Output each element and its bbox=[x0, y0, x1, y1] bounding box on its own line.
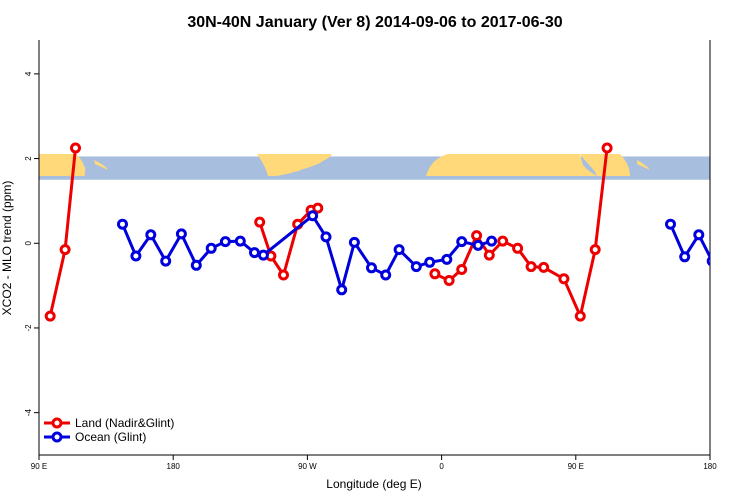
map-land-north-america bbox=[257, 154, 332, 176]
series-0-point-2-8 bbox=[538, 261, 550, 273]
legend-ocean-marker bbox=[51, 431, 63, 443]
series-1-point-1-2 bbox=[693, 229, 705, 241]
series-0-point-2-1 bbox=[443, 275, 455, 286]
series-1-point-0-14 bbox=[348, 236, 360, 248]
x-tick-label-4: 90 E bbox=[568, 462, 584, 471]
series-0-point-2-12 bbox=[601, 142, 613, 154]
x-tick-label-0: 90 E bbox=[31, 462, 47, 471]
series-1-point-0-21 bbox=[456, 236, 468, 248]
series-0-point-2-3 bbox=[471, 230, 483, 242]
x-ticks: 90 E 180 90 W 0 90 E 180 bbox=[31, 455, 717, 471]
series-1-point-0-10 bbox=[257, 249, 269, 261]
series-0-point-2-2 bbox=[456, 264, 468, 275]
y-tick-label-3: 2 bbox=[24, 156, 33, 161]
series-0-point-2-4 bbox=[483, 249, 495, 261]
series-0-point-0-1 bbox=[59, 244, 71, 256]
series-1-point-0-16 bbox=[380, 269, 392, 281]
map-land-japan-east bbox=[637, 160, 650, 170]
series-0-point-0-0 bbox=[44, 310, 56, 322]
series-1-point-0-2 bbox=[145, 229, 157, 241]
x-axis-label: Longitude (deg E) bbox=[326, 477, 421, 491]
series-0-point-2-5 bbox=[497, 235, 509, 247]
series-1-point-0-9 bbox=[249, 247, 260, 259]
series-1 bbox=[117, 210, 710, 296]
series-1-point-0-19 bbox=[424, 256, 436, 268]
x-tick-label-2: 90 W bbox=[298, 462, 317, 471]
series-0-point-2-7 bbox=[525, 261, 537, 273]
series-1-point-0-0 bbox=[117, 218, 128, 230]
series-0-point-2-11 bbox=[589, 244, 601, 256]
series-1-point-0-1 bbox=[130, 250, 142, 262]
series-0-point-0-2 bbox=[70, 142, 81, 154]
y-tick-label-4: 4 bbox=[24, 71, 33, 76]
y-axis-label: XCO2 - MLO trend (ppm) bbox=[0, 181, 14, 316]
x-tick-label-1: 180 bbox=[167, 462, 181, 471]
world-map-strip bbox=[39, 154, 710, 180]
series-1-point-1-0 bbox=[665, 218, 676, 230]
series-1-line-1 bbox=[669, 223, 710, 261]
x-tick-label-3: 0 bbox=[439, 462, 444, 471]
series-0-point-2-0 bbox=[429, 268, 441, 280]
series-1-point-0-13 bbox=[336, 284, 348, 296]
map-land-japan bbox=[94, 160, 108, 170]
series-1-point-0-15 bbox=[366, 262, 377, 274]
legend: Land (Nadir&Glint) Ocean (Glint) bbox=[44, 416, 174, 444]
series-0-point-1-2 bbox=[278, 269, 289, 281]
legend-land-label: Land (Nadir&Glint) bbox=[75, 416, 174, 430]
series-1-point-0-6 bbox=[205, 242, 217, 254]
axes: 90 E 180 90 W 0 90 E 180 -4 -2 0 2 4 bbox=[24, 40, 717, 471]
series-1-point-0-12 bbox=[320, 231, 332, 243]
x-tick-label-5: 180 bbox=[703, 462, 717, 471]
series-1-point-0-11 bbox=[307, 210, 319, 222]
legend-ocean-label: Ocean (Glint) bbox=[75, 430, 146, 444]
chart-title: 30N-40N January (Ver 8) 2014-09-06 to 20… bbox=[187, 14, 562, 31]
y-ticks: -4 -2 0 2 4 bbox=[24, 71, 39, 416]
series-1-point-0-3 bbox=[160, 255, 172, 267]
series-1-point-0-20 bbox=[441, 253, 453, 265]
y-tick-label-1: -2 bbox=[24, 324, 33, 332]
map-land-asia bbox=[39, 154, 86, 176]
series-0-point-1-5 bbox=[312, 202, 324, 214]
series-1-point-0-8 bbox=[234, 235, 246, 247]
series-1-point-0-4 bbox=[175, 228, 187, 240]
legend-land-marker bbox=[51, 417, 63, 429]
series-1-point-1-1 bbox=[679, 251, 691, 263]
series-1-point-0-7 bbox=[219, 236, 231, 248]
series-0-point-2-6 bbox=[512, 242, 524, 254]
y-tick-label-0: -4 bbox=[24, 409, 33, 417]
series-1-point-0-17 bbox=[393, 244, 405, 256]
series-0-point-2-9 bbox=[558, 273, 570, 285]
series-1-point-0-18 bbox=[410, 261, 422, 273]
series-0-point-1-0 bbox=[254, 216, 266, 228]
series-1-point-1-3 bbox=[706, 256, 710, 267]
series-0-point-2-10 bbox=[574, 310, 586, 322]
map-land-europe-africa bbox=[426, 154, 597, 176]
series-layer bbox=[44, 142, 710, 322]
y-tick-label-2: 0 bbox=[24, 240, 33, 245]
series-1-point-0-22 bbox=[472, 239, 484, 251]
series-1-point-0-23 bbox=[486, 235, 498, 247]
series-1-point-0-5 bbox=[190, 259, 202, 271]
